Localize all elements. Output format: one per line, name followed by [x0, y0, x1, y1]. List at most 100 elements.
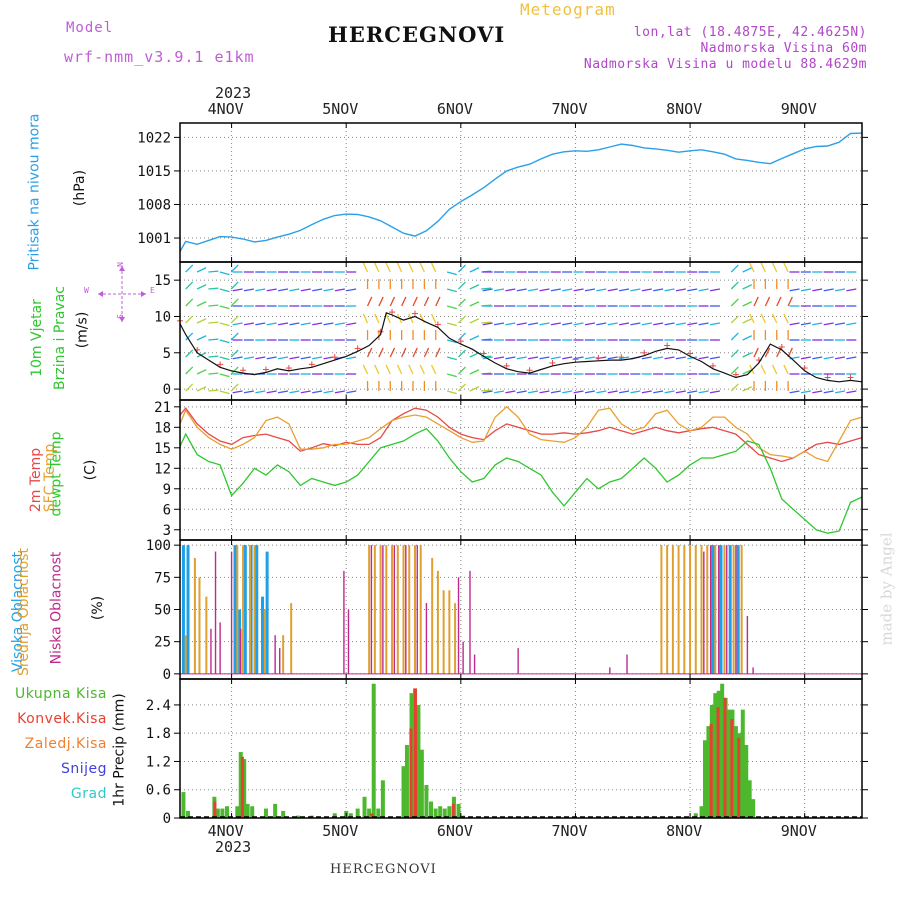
- wind-arrow: [742, 284, 752, 290]
- precip-total-bar: [433, 808, 438, 818]
- wind-arrow: [539, 356, 550, 360]
- wind-arrow: [573, 322, 584, 326]
- wind-arrow: [266, 356, 277, 360]
- wind-arrow: [408, 262, 414, 273]
- wind-arrow: [730, 349, 739, 358]
- precip-total-bar: [404, 744, 409, 818]
- wind-arrow: [430, 313, 437, 324]
- wind-arrow: [458, 281, 467, 290]
- wind-arrow: [630, 322, 641, 326]
- wind-arrow: [435, 296, 441, 307]
- wind-arrow: [573, 390, 584, 394]
- model-elevation-label: Nadmorska Visina u modelu 88.4629m: [583, 57, 867, 72]
- precip-total-bar: [296, 815, 301, 818]
- wind-arrow: [709, 288, 721, 292]
- wind-arrow: [653, 356, 664, 360]
- precip-total-bar: [751, 799, 756, 818]
- precip-total-bar: [401, 766, 406, 818]
- wind-arrow: [481, 355, 492, 358]
- wind-arrow: [430, 364, 437, 375]
- wind-arrow: [664, 390, 675, 394]
- wind-arrow: [196, 267, 207, 273]
- wind-arrow: [516, 322, 527, 326]
- precip-total-bar: [235, 806, 240, 818]
- day-label: 9NOV: [780, 822, 817, 840]
- wind-arrow: [812, 288, 823, 292]
- precip-total-bar: [332, 813, 337, 818]
- wind-arrow: [675, 322, 686, 326]
- precip-total-bar: [456, 803, 461, 818]
- wind-arrow: [446, 339, 457, 344]
- wind-arrow: [196, 301, 207, 307]
- compass-west: W: [84, 286, 89, 295]
- wind-arrow: [742, 335, 752, 341]
- wind-arrow: [482, 356, 493, 360]
- wind-arrow: [562, 322, 573, 326]
- precip-total-bar: [419, 749, 424, 818]
- y-tick-label: 50: [154, 603, 171, 619]
- wind-arrow: [539, 288, 550, 292]
- wind-arrow: [208, 338, 219, 341]
- precip-total-bar: [713, 693, 718, 818]
- day-label: 7NOV: [551, 100, 588, 118]
- wind-arrow: [412, 296, 418, 307]
- wind-arrow: [653, 390, 664, 394]
- legend-total-rain: Ukupna Kisa: [14, 686, 107, 702]
- wind-arrow: [481, 321, 492, 324]
- wind-arrow: [232, 356, 243, 360]
- footer-title: HERCEGNOVI: [330, 862, 437, 877]
- wind-arrow: [185, 332, 194, 341]
- wind-arrow: [742, 267, 752, 273]
- wind-arrow: [812, 356, 823, 360]
- wind-arrow: [435, 347, 441, 358]
- wind-arrow: [312, 322, 323, 326]
- wind-arrow: [469, 352, 480, 358]
- wind-arrow: [185, 264, 194, 273]
- wind-arrow: [419, 262, 425, 273]
- wind-arrow: [675, 288, 686, 292]
- wind-arrow: [385, 313, 391, 324]
- wind-arrow: [675, 390, 686, 394]
- wind-arrow: [312, 390, 323, 394]
- wind-arrow: [378, 296, 384, 307]
- page-title: HERCEGNOVI: [328, 22, 506, 47]
- wind-arrow: [446, 305, 457, 310]
- wind-arrow: [630, 288, 641, 292]
- wind-arrow: [334, 390, 345, 394]
- wind-arrow: [539, 322, 550, 326]
- precip-total-bar: [424, 785, 429, 818]
- cloud-unit: (%): [90, 595, 107, 621]
- wind-arrow: [458, 349, 467, 358]
- meteogram-subtitle: Meteogram: [520, 0, 616, 19]
- wind-arrow: [607, 288, 618, 292]
- wind-arrow: [516, 390, 527, 394]
- wind-arrow: [446, 373, 457, 378]
- model-name: wrf-nmm_v3.9.1 e1km: [64, 48, 255, 66]
- wind-arrow: [776, 296, 782, 307]
- precip-total-bar: [699, 806, 704, 818]
- wind-arrow: [789, 288, 800, 292]
- wind-arrow: [208, 304, 219, 307]
- wind-arrow: [709, 390, 721, 394]
- wind-arrow: [446, 322, 457, 327]
- wind-arrow: [771, 364, 778, 375]
- precip-total-bar: [429, 801, 434, 818]
- wind-arrow: [742, 318, 752, 324]
- wind-arrow: [800, 322, 811, 326]
- y-tick-label: 100: [146, 538, 171, 554]
- precip-conv-bar: [413, 688, 417, 818]
- precip-total-bar: [416, 704, 421, 818]
- wind-arrow: [219, 288, 230, 293]
- temp-sfc-line: [179, 405, 863, 463]
- wind-arrow: [312, 356, 323, 360]
- wind-arrow: [584, 322, 595, 326]
- wind-arrow: [516, 356, 527, 360]
- y-tick-label: 12: [154, 461, 171, 477]
- wind-arrow: [469, 267, 480, 273]
- wind-arrow: [550, 390, 561, 394]
- wind-arrow: [753, 347, 759, 358]
- wind-arrow: [528, 322, 539, 326]
- wind-arrow: [362, 262, 369, 273]
- wind-arrow: [230, 366, 239, 375]
